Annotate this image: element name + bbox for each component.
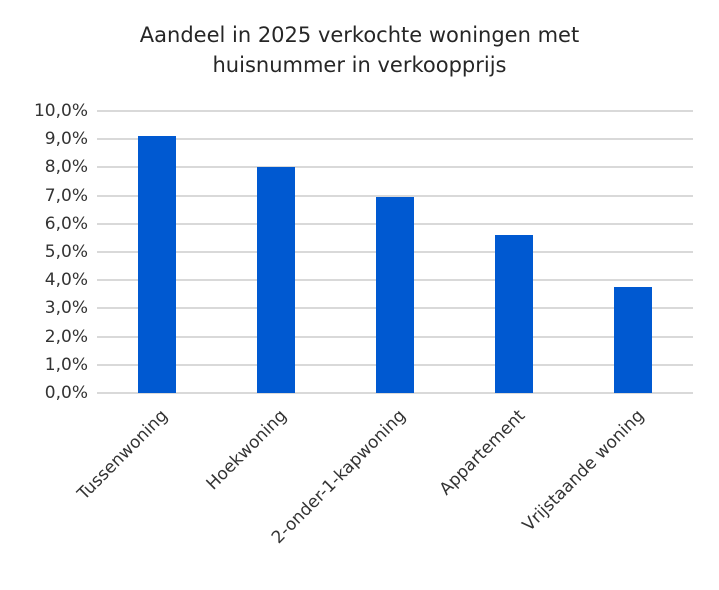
y-tick-label: 4,0%	[44, 270, 88, 291]
bar-appartement	[495, 235, 534, 393]
y-tick-label: 5,0%	[44, 242, 88, 262]
bar-vrijstaande-woning	[614, 287, 653, 393]
gridline	[97, 166, 693, 169]
y-tick-label: 9,0%	[44, 129, 88, 150]
x-tick-label: Tussenwoning	[73, 405, 172, 505]
x-tick-label: Appartement	[435, 405, 530, 500]
y-tick-label: 6,0%	[44, 213, 88, 234]
bar-2-onder-1-kapwoning	[376, 197, 414, 393]
gridline	[97, 110, 693, 112]
y-tick-label: 1,0%	[44, 354, 88, 375]
y-tick-label: 8,0%	[44, 157, 88, 178]
y-tick-label: 10,0%	[33, 101, 88, 121]
chart-title-line-1: Aandeel in 2025 verkochte woningen met	[139, 23, 580, 47]
gridline	[97, 138, 693, 141]
y-tick-label: 3,0%	[44, 298, 88, 319]
bar-hoekwoning	[256, 167, 295, 393]
y-tick-label: 7,0%	[44, 185, 88, 206]
plot-area	[97, 110, 693, 394]
chart-title-line-2: huisnummer in verkoopprijs	[212, 53, 507, 77]
y-tick-label: 2,0%	[44, 326, 88, 347]
x-tick-label: Hoekwoning	[202, 405, 291, 495]
x-tick-label: Vrijstaande woning	[519, 405, 649, 536]
gridline	[97, 194, 693, 197]
bar-tussenwoning	[137, 136, 176, 393]
x-tick-label: 2-onder-1-kapwoning	[267, 405, 410, 548]
chart-title: Aandeel in 2025 verkochte woningen met h…	[0, 20, 719, 80]
gridline	[97, 392, 693, 394]
y-tick-label: 0,0%	[44, 383, 88, 403]
